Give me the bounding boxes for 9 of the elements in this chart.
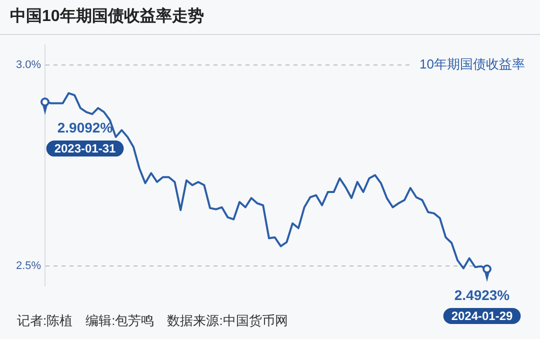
- text: 2024-01-29: [451, 308, 514, 323]
- chart-title: 中国10年期国债收益率走势: [10, 6, 204, 27]
- y-tick-label: 2.5%: [16, 260, 42, 272]
- text: 2.4923%: [454, 286, 510, 303]
- annotation: 2023-01-31: [54, 141, 116, 156]
- annotation: 2.9092%: [57, 119, 114, 136]
- text: 记者:陈植 编辑:包芳鸣 数据来源:中国货币网: [17, 312, 288, 330]
- y-tick-label: 3.0%: [16, 59, 42, 72]
- text: 10年期国债收益率: [420, 56, 525, 72]
